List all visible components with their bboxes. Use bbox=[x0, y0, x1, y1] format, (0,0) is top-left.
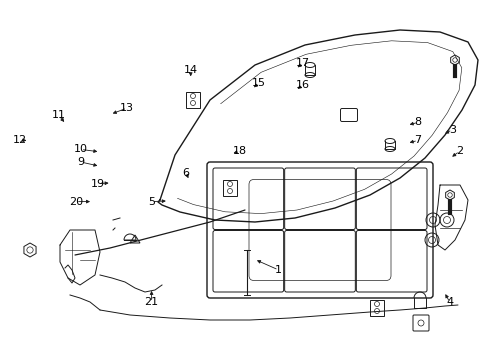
Text: 4: 4 bbox=[446, 297, 452, 307]
Text: 8: 8 bbox=[414, 117, 421, 127]
Text: 20: 20 bbox=[69, 197, 82, 207]
Text: 15: 15 bbox=[252, 78, 265, 88]
Text: 14: 14 bbox=[183, 65, 197, 75]
Text: 21: 21 bbox=[144, 297, 158, 307]
Bar bbox=[369, 300, 383, 316]
Text: 1: 1 bbox=[275, 265, 282, 275]
Text: 17: 17 bbox=[296, 58, 309, 68]
Text: 13: 13 bbox=[120, 103, 134, 113]
Text: 18: 18 bbox=[232, 146, 246, 156]
Text: 10: 10 bbox=[74, 144, 87, 154]
Text: 16: 16 bbox=[296, 80, 309, 90]
Text: 6: 6 bbox=[182, 168, 189, 178]
Text: 2: 2 bbox=[455, 146, 462, 156]
Text: 19: 19 bbox=[91, 179, 104, 189]
Bar bbox=[223, 180, 237, 196]
Text: 9: 9 bbox=[77, 157, 84, 167]
Text: 3: 3 bbox=[448, 125, 455, 135]
Bar bbox=[185, 92, 200, 108]
Text: 11: 11 bbox=[52, 110, 65, 120]
Text: 7: 7 bbox=[414, 135, 421, 145]
Text: 12: 12 bbox=[13, 135, 26, 145]
Text: 5: 5 bbox=[148, 197, 155, 207]
